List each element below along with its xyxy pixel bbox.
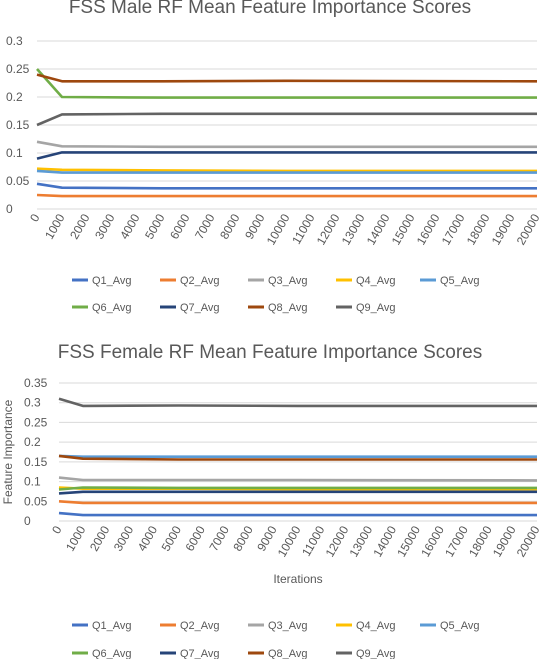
x-tick-label: 18000 bbox=[464, 211, 493, 247]
female-chart-panel: FSS Female RF Mean Feature Importance Sc… bbox=[0, 338, 540, 659]
y-tick-label: 0.25 bbox=[24, 415, 48, 429]
x-tick-label: 6000 bbox=[167, 211, 193, 241]
y-tick-label: 0.2 bbox=[24, 435, 41, 449]
legend-label: Q3_Avg bbox=[268, 620, 308, 632]
female-line-chart: 00.050.10.150.20.250.30.3501000200030004… bbox=[1, 376, 540, 659]
x-tick-label: 19000 bbox=[490, 523, 519, 559]
x-tick-label: 5000 bbox=[142, 211, 168, 241]
y-tick-label: 0 bbox=[6, 202, 13, 216]
series-line-q6-avg bbox=[36, 68, 537, 99]
x-tick-label: 17000 bbox=[439, 211, 468, 247]
x-tick-label: 15000 bbox=[394, 523, 423, 559]
male-line-chart: 00.050.10.150.20.250.30 1000 2000 3000 4000 5… bbox=[6, 34, 540, 314]
series-line-q2-avg bbox=[36, 193, 537, 198]
x-tick-label: 5000 bbox=[159, 523, 185, 553]
x-tick-label: 14000 bbox=[370, 523, 399, 559]
series-line-q9-avg bbox=[36, 112, 537, 127]
series-line-q7-avg bbox=[36, 151, 537, 160]
legend-label: Q9_Avg bbox=[356, 302, 396, 314]
x-tick-label: 20000 bbox=[514, 211, 540, 247]
series-line-q7-avg bbox=[58, 490, 537, 495]
male-chart-panel: FSS Male RF Mean Feature Importance Scor… bbox=[6, 0, 540, 314]
legend-label: Q4_Avg bbox=[356, 620, 396, 632]
legend-label: Q4_Avg bbox=[356, 275, 396, 287]
x-tick-label: 19000 bbox=[489, 211, 518, 247]
legend-label: Q5_Avg bbox=[440, 620, 480, 632]
series-line-q2-avg bbox=[58, 500, 537, 505]
y-tick-label: 0 bbox=[24, 514, 31, 528]
y-tick-label: 0.05 bbox=[6, 174, 30, 188]
x-tick-label: 16000 bbox=[418, 523, 447, 559]
legend-label: Q1_Avg bbox=[92, 620, 132, 632]
x-tick-label: 13000 bbox=[346, 523, 375, 559]
x-axis-title: Iterations bbox=[273, 572, 322, 586]
y-tick-label: 0.3 bbox=[24, 396, 41, 410]
series-line-q6-avg bbox=[58, 486, 537, 491]
legend-label: Q7_Avg bbox=[180, 648, 220, 659]
series-line-q3-avg bbox=[58, 476, 538, 482]
x-tick-label: 15000 bbox=[389, 211, 418, 247]
x-tick-label: 7000 bbox=[192, 211, 218, 241]
x-tick-label: 2000 bbox=[67, 211, 93, 241]
series-line-q5-avg bbox=[58, 454, 537, 458]
legend-label: Q3_Avg bbox=[268, 275, 308, 287]
x-tick-label: 9000 bbox=[242, 211, 268, 241]
x-tick-label: 4000 bbox=[135, 523, 161, 553]
x-tick-label: 6000 bbox=[183, 523, 209, 553]
x-tick-label: 16000 bbox=[414, 211, 443, 247]
x-tick-label: 8000 bbox=[230, 523, 256, 553]
legend-label: Q2_Avg bbox=[180, 620, 220, 632]
y-tick-label: 0.1 bbox=[6, 146, 23, 160]
legend-label: Q8_Avg bbox=[268, 648, 308, 659]
x-tick-label: 7000 bbox=[206, 523, 232, 553]
x-tick-label: 0 bbox=[49, 523, 65, 536]
chart-title: FSS Female RF Mean Feature Importance Sc… bbox=[57, 342, 483, 363]
x-tick-label: 17000 bbox=[442, 523, 471, 559]
x-tick-label: 3000 bbox=[111, 523, 137, 553]
y-tick-label: 0.2 bbox=[6, 90, 23, 104]
series-line-q9-avg bbox=[58, 397, 537, 408]
x-tick-label: 14000 bbox=[364, 211, 393, 247]
x-tick-label: 1000 bbox=[42, 211, 68, 241]
y-tick-label: 0.35 bbox=[24, 376, 48, 390]
x-tick-label: 3000 bbox=[92, 211, 118, 241]
chart-title: FSS Male RF Mean Feature Importance Scor… bbox=[68, 0, 472, 18]
legend-label: Q1_Avg bbox=[92, 275, 132, 287]
y-tick-label: 0.05 bbox=[24, 494, 48, 508]
x-tick-label: 8000 bbox=[217, 211, 243, 241]
y-tick-label: 0.25 bbox=[6, 62, 30, 76]
y-tick-label: 0.3 bbox=[6, 34, 23, 48]
series-line-q8-avg bbox=[58, 454, 537, 461]
x-tick-label: 12000 bbox=[323, 523, 352, 559]
x-tick-label: 12000 bbox=[314, 211, 343, 247]
x-tick-label: 13000 bbox=[339, 211, 368, 247]
x-tick-label: 2000 bbox=[87, 523, 113, 553]
series-line-q4-avg bbox=[36, 167, 537, 173]
series-line-q8-avg bbox=[36, 73, 538, 83]
legend-label: Q2_Avg bbox=[180, 275, 220, 287]
legend-label: Q6_Avg bbox=[92, 302, 132, 314]
series-line-q5-avg bbox=[36, 169, 537, 174]
legend-label: Q8_Avg bbox=[268, 302, 308, 314]
y-tick-label: 0.15 bbox=[6, 118, 30, 132]
legend-label: Q5_Avg bbox=[440, 275, 480, 287]
x-tick-label: 20000 bbox=[514, 523, 540, 559]
series-line-q1-avg bbox=[58, 511, 537, 517]
legend-label: Q9_Avg bbox=[356, 648, 396, 659]
y-axis-title: Feature Importance bbox=[1, 399, 15, 504]
x-tick-label: 4000 bbox=[117, 211, 143, 241]
y-tick-label: 0.1 bbox=[24, 475, 41, 489]
legend-label: Q7_Avg bbox=[180, 302, 220, 314]
x-tick-label: 18000 bbox=[466, 523, 495, 559]
x-tick-label: 10000 bbox=[264, 211, 293, 247]
x-tick-label: 1000 bbox=[63, 523, 89, 553]
legend-label: Q6_Avg bbox=[92, 648, 132, 659]
y-tick-label: 0.15 bbox=[24, 455, 48, 469]
series-line-q1-avg bbox=[36, 182, 537, 190]
x-tick-label: 10000 bbox=[275, 523, 304, 559]
x-tick-label: 0 bbox=[27, 211, 43, 224]
series-line-q3-avg bbox=[36, 140, 537, 149]
